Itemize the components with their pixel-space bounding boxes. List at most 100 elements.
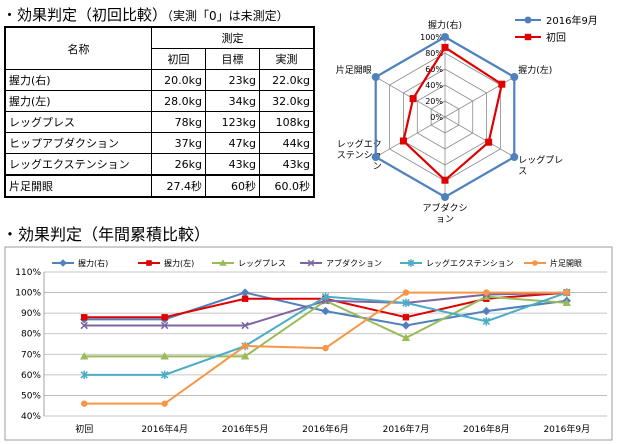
header-actual: 実測 [259, 48, 315, 70]
line-series-5 [81, 289, 570, 407]
radar-tick-label: 100% [420, 33, 443, 42]
line-point [322, 344, 329, 352]
radar-tick-label: 60% [425, 65, 443, 74]
radar-point [441, 176, 449, 184]
radar-axis-label: 片足開眼 [336, 64, 372, 76]
radar-spoke [444, 116, 515, 158]
line-point [161, 400, 168, 407]
line-y-tick-label: 90% [21, 309, 41, 319]
cell-target: 60秒 [205, 174, 260, 198]
line-point [482, 292, 491, 300]
radar-legend-marker [524, 33, 532, 41]
line-legend-marker [59, 259, 67, 267]
radar-axis-label: レッグプレス [518, 154, 563, 177]
radar-point [485, 138, 493, 146]
cell-actual: 108kg [259, 111, 315, 133]
line-x-tick-label: 2016年9月 [543, 423, 590, 435]
line-legend-marker [307, 259, 315, 267]
line-point [81, 314, 88, 321]
radar-series-initial [399, 43, 506, 184]
measurement-table: 名称 測定 初回 目標 実測 握力(右) 20.0kg 23kg 22.0kg … [4, 26, 315, 198]
line-point [81, 400, 88, 407]
line-point [402, 298, 410, 308]
line-y-tick-label: 50% [21, 391, 41, 401]
radar-tick-label: 0% [430, 113, 443, 122]
line-point [241, 295, 249, 302]
line-y-tick-label: 70% [21, 350, 41, 360]
line-point [240, 288, 250, 297]
line-x-tick-label: 2016年7月 [383, 423, 430, 435]
radar-point [510, 73, 519, 81]
section-title-initial-comparison: ・効果判定（初回比較）（実測「0」は未測定） [2, 6, 289, 24]
line-legend-label: 握力(左) [164, 258, 194, 268]
cell-actual: 60.0秒 [259, 174, 315, 198]
cell-target: 34kg [205, 90, 260, 112]
line-y-tick-label: 110% [15, 268, 41, 278]
cell-actual: 32.0kg [259, 90, 315, 112]
radar-axis-label: 握力(右) [428, 19, 462, 31]
line-x-tick-label: 2016年4月 [141, 423, 188, 435]
radar-point [510, 153, 519, 161]
line-legend-label: レッグエクステンション [426, 258, 514, 268]
line-legend-label: レッグプレス [238, 258, 286, 268]
radar-tick-label: 40% [425, 81, 443, 90]
cell-target: 43kg [205, 153, 260, 176]
cell-initial: 20.0kg [151, 69, 206, 91]
line-point [161, 314, 168, 321]
line-point [402, 314, 410, 321]
cell-actual: 44kg [259, 132, 315, 154]
line-point [241, 342, 249, 350]
radar-point [371, 153, 380, 161]
line-point [563, 289, 570, 296]
row-name: レッグプレス [4, 111, 152, 133]
cell-initial: 37kg [151, 132, 206, 154]
line-y-tick-label: 40% [21, 412, 41, 422]
radar-tick-label: 20% [425, 97, 443, 106]
radar-point [399, 137, 407, 145]
line-point [401, 333, 411, 342]
section-title-annual-comparison: ・効果判定（年間累積比較） [2, 225, 211, 244]
radar-axis-label: アブダクション [422, 202, 467, 225]
radar-point [441, 193, 449, 201]
line-legend-marker [532, 260, 538, 266]
line-x-tick-label: 2016年8月 [463, 423, 510, 435]
cell-actual: 22.0kg [259, 69, 315, 91]
row-name: レッグエクステンション [4, 153, 152, 176]
cell-target: 47kg [205, 132, 260, 154]
unmeasured-note: （実測「0」は未測定） [167, 9, 289, 23]
line-x-tick-label: 2016年5月 [222, 423, 269, 435]
line-point [483, 289, 490, 296]
table-row: 片足開眼 27.4秒 60秒 60.0秒 [4, 174, 315, 198]
line-legend-marker [146, 260, 152, 266]
line-point [240, 352, 250, 360]
radar-point [409, 95, 417, 103]
line-y-tick-label: 100% [15, 289, 41, 299]
header-target: 目標 [205, 48, 260, 70]
line-legend-label: 握力(右) [78, 258, 108, 268]
line-point [402, 289, 410, 296]
line-point [562, 298, 571, 307]
line-legend-marker [407, 259, 415, 267]
line-point [160, 321, 169, 330]
line-point [321, 306, 330, 316]
cell-actual: 43kg [259, 153, 315, 176]
line-chart-frame [4, 246, 613, 441]
line-point [80, 352, 89, 360]
line-legend-label: 片足開眼 [550, 258, 582, 268]
line-point [160, 370, 169, 380]
radar-axis-label: レッグエクステンション [337, 138, 382, 172]
line-legend-label: アブダクション [326, 258, 382, 268]
table-row: ヒップアブダクション 37kg 47kg 44kg [4, 132, 315, 154]
radar-axis-label: 握力(左) [518, 64, 552, 76]
row-name: 握力(左) [4, 90, 152, 112]
line-y-tick-label: 60% [21, 371, 41, 381]
radar-series-latest [371, 33, 519, 201]
radar-legend-label: 2016年9月 [546, 14, 598, 27]
radar-point [441, 33, 449, 41]
radar-legend-label: 初回 [546, 31, 566, 44]
line-y-tick-label: 80% [21, 330, 41, 340]
line-point [241, 321, 249, 330]
row-name: ヒップアブダクション [4, 132, 152, 154]
line-point [160, 352, 169, 360]
